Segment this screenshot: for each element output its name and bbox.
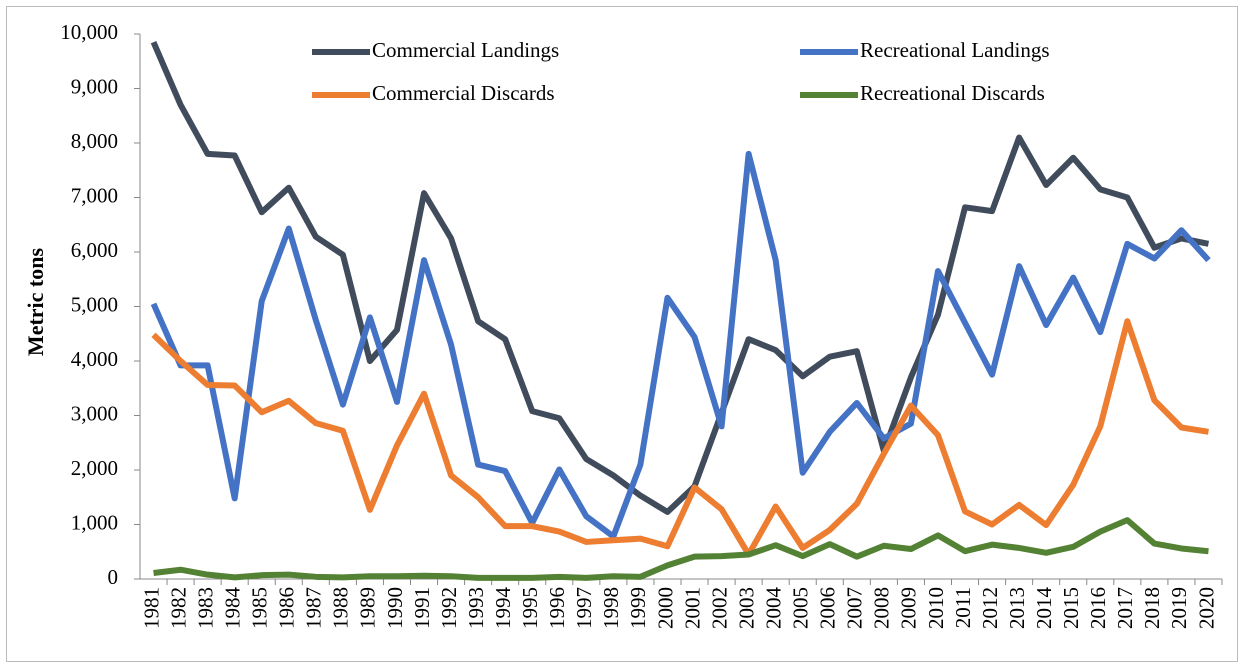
legend-label: Recreational Discards <box>860 81 1045 105</box>
x-tick-label: 2002 <box>707 587 731 629</box>
x-tick-label: 1981 <box>139 587 163 629</box>
x-tick-label: 2016 <box>1086 587 1110 629</box>
x-tick-label: 2017 <box>1113 587 1137 629</box>
x-tick-label: 1995 <box>518 587 542 629</box>
x-tick-label: 2008 <box>870 587 894 629</box>
x-tick-label: 2014 <box>1032 587 1056 630</box>
legend-label: Commercial Landings <box>372 38 559 62</box>
y-axis-label: Metric tons <box>23 248 48 357</box>
x-tick-label: 2020 <box>1194 587 1218 629</box>
x-tick-label: 2009 <box>897 587 921 629</box>
y-tick-label: 0 <box>108 565 119 589</box>
x-tick-label: 2000 <box>653 587 677 629</box>
x-tick-label: 1983 <box>193 587 217 629</box>
y-tick-label: 2,000 <box>71 456 118 480</box>
x-tick-label: 1984 <box>220 587 244 630</box>
x-tick-label: 1987 <box>302 587 326 629</box>
x-tick-label: 1982 <box>166 587 190 629</box>
x-tick-label: 2015 <box>1059 587 1083 629</box>
series-line <box>150 150 1211 540</box>
chart-border <box>6 6 1238 662</box>
y-tick-label: 6,000 <box>71 238 118 262</box>
x-tick-label: 1993 <box>464 587 488 629</box>
x-tick-label: 1996 <box>545 587 569 629</box>
legend-label: Recreational Landings <box>860 38 1050 62</box>
series-line <box>153 517 1209 581</box>
x-tick-label: 1985 <box>248 587 272 629</box>
y-tick-label: 3,000 <box>71 401 118 425</box>
legend-label: Commercial Discards <box>372 81 555 105</box>
x-tick-label: 1988 <box>329 587 353 629</box>
series-line <box>151 318 1209 558</box>
x-tick-label: 2013 <box>1005 587 1029 629</box>
x-tick-label: 1989 <box>356 587 380 629</box>
y-tick-label: 10,000 <box>60 20 118 44</box>
x-tick-label: 2007 <box>843 587 867 629</box>
y-tick-label: 8,000 <box>71 129 118 153</box>
x-tick-label: 1998 <box>599 587 623 629</box>
y-tick-label: 5,000 <box>71 292 118 316</box>
x-tick-label: 1997 <box>572 587 596 629</box>
x-tick-label: 1986 <box>275 587 299 629</box>
x-tick-label: 2001 <box>680 587 704 629</box>
y-tick-label: 1,000 <box>71 510 118 534</box>
x-tick-label: 2018 <box>1140 587 1164 629</box>
x-tick-label: 1994 <box>491 587 515 630</box>
series-line <box>150 40 1210 515</box>
x-tick-label: 2006 <box>816 587 840 629</box>
x-tick-label: 2019 <box>1167 587 1191 629</box>
y-tick-label: 9,000 <box>71 74 118 98</box>
x-tick-label: 1991 <box>410 587 434 629</box>
x-tick-label: 1990 <box>383 587 407 629</box>
x-tick-label: 1992 <box>437 587 461 629</box>
x-tick-label: 2011 <box>951 587 975 628</box>
x-tick-label: 2010 <box>924 587 948 629</box>
x-tick-label: 2003 <box>734 587 758 629</box>
x-tick-label: 2004 <box>761 587 785 630</box>
y-tick-label: 7,000 <box>71 183 118 207</box>
x-tick-label: 2005 <box>789 587 813 629</box>
y-tick-label: 4,000 <box>71 347 118 371</box>
x-tick-label: 1999 <box>626 587 650 629</box>
x-tick-label: 2012 <box>978 587 1002 629</box>
